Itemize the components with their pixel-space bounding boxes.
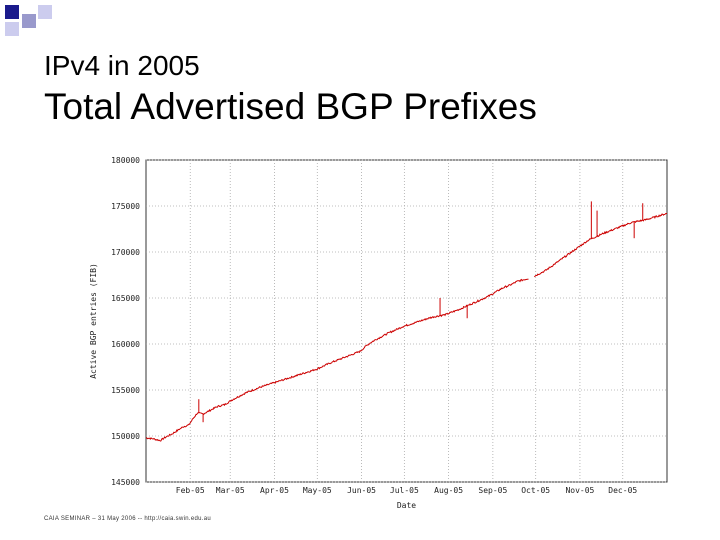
slide-subtitle: IPv4 in 2005 [44,50,200,81]
y-tick-label: 175000 [111,202,140,211]
slide-title: Total Advertised BGP Prefixes [44,86,537,127]
x-tick-label: May-05 [303,486,332,495]
x-tick-label: Sep-05 [478,486,507,495]
y-tick-label: 180000 [111,156,140,165]
x-tick-label: Aug-05 [434,486,463,495]
y-tick-label: 145000 [111,478,140,487]
slide-footer: CAIA SEMINAR – 31 May 2006 -- http://cai… [44,516,211,522]
bullet-square-light-2 [5,22,19,36]
series-line [145,278,529,442]
series-line [534,212,668,278]
x-tick-label: Apr-05 [260,486,289,495]
plot-frame [145,159,668,483]
y-axis-label: Active BGP entries (FIB) [89,263,98,379]
x-tick-label: Oct-05 [521,486,550,495]
bullet-square-dark [5,5,19,19]
x-tick-label: Feb-05 [176,486,205,495]
y-tick-label: 165000 [111,294,140,303]
y-tick-label: 155000 [111,386,140,395]
y-tick-label: 150000 [111,432,140,441]
x-tick-label: Dec-05 [608,486,637,495]
y-tick-label: 170000 [111,248,140,257]
x-tick-label: Jun-05 [347,486,376,495]
x-tick-label: Jul-05 [390,486,419,495]
bullet-square-light [38,5,52,19]
x-axis-label: Date [397,501,416,510]
bullet-square-mid [22,14,36,28]
x-tick-label: Mar-05 [216,486,245,495]
x-tick-label: Nov-05 [565,486,594,495]
y-tick-label: 160000 [111,340,140,349]
